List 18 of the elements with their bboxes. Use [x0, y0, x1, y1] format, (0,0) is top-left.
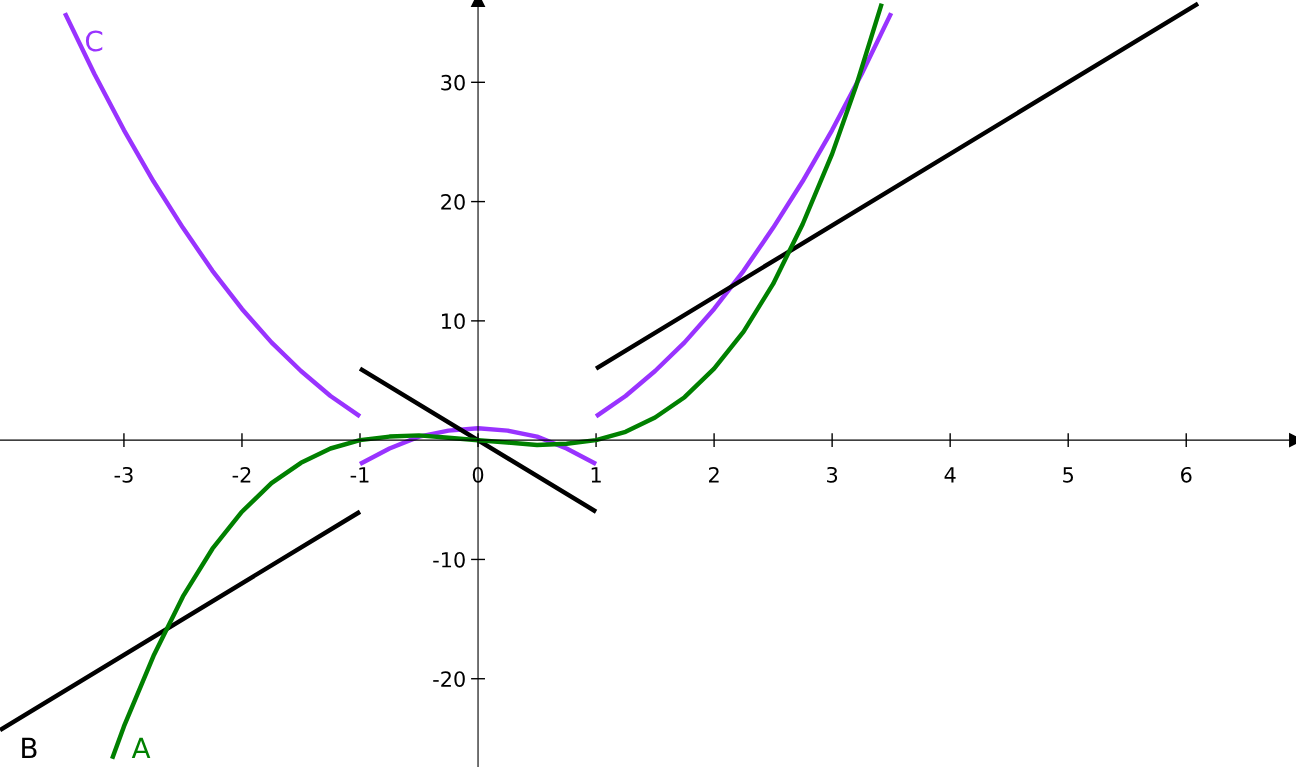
x-tick-label: 6: [1181, 466, 1192, 483]
x-tick-label: 1: [591, 467, 601, 483]
line-series: [109, 1, 884, 761]
x-tick-label: -1: [350, 467, 369, 483]
y-tick-label: 20: [441, 194, 465, 210]
series-label: A: [131, 737, 151, 759]
x-tick-label: -2: [232, 466, 251, 483]
y-tick-label: 30: [441, 74, 465, 91]
y-tick-label: -20: [433, 671, 465, 687]
x-tick-label: 3: [827, 466, 838, 483]
x-tick-label: 2: [709, 466, 719, 483]
series-label: B: [22, 737, 37, 759]
series-label: C: [85, 30, 103, 52]
x-tick-label: -3: [114, 466, 133, 483]
y-tick-label: 10: [442, 313, 465, 330]
x-tick-label: 4: [944, 467, 956, 483]
x-tick-label: 5: [1063, 467, 1073, 483]
y-tick-label: -10: [433, 551, 465, 568]
